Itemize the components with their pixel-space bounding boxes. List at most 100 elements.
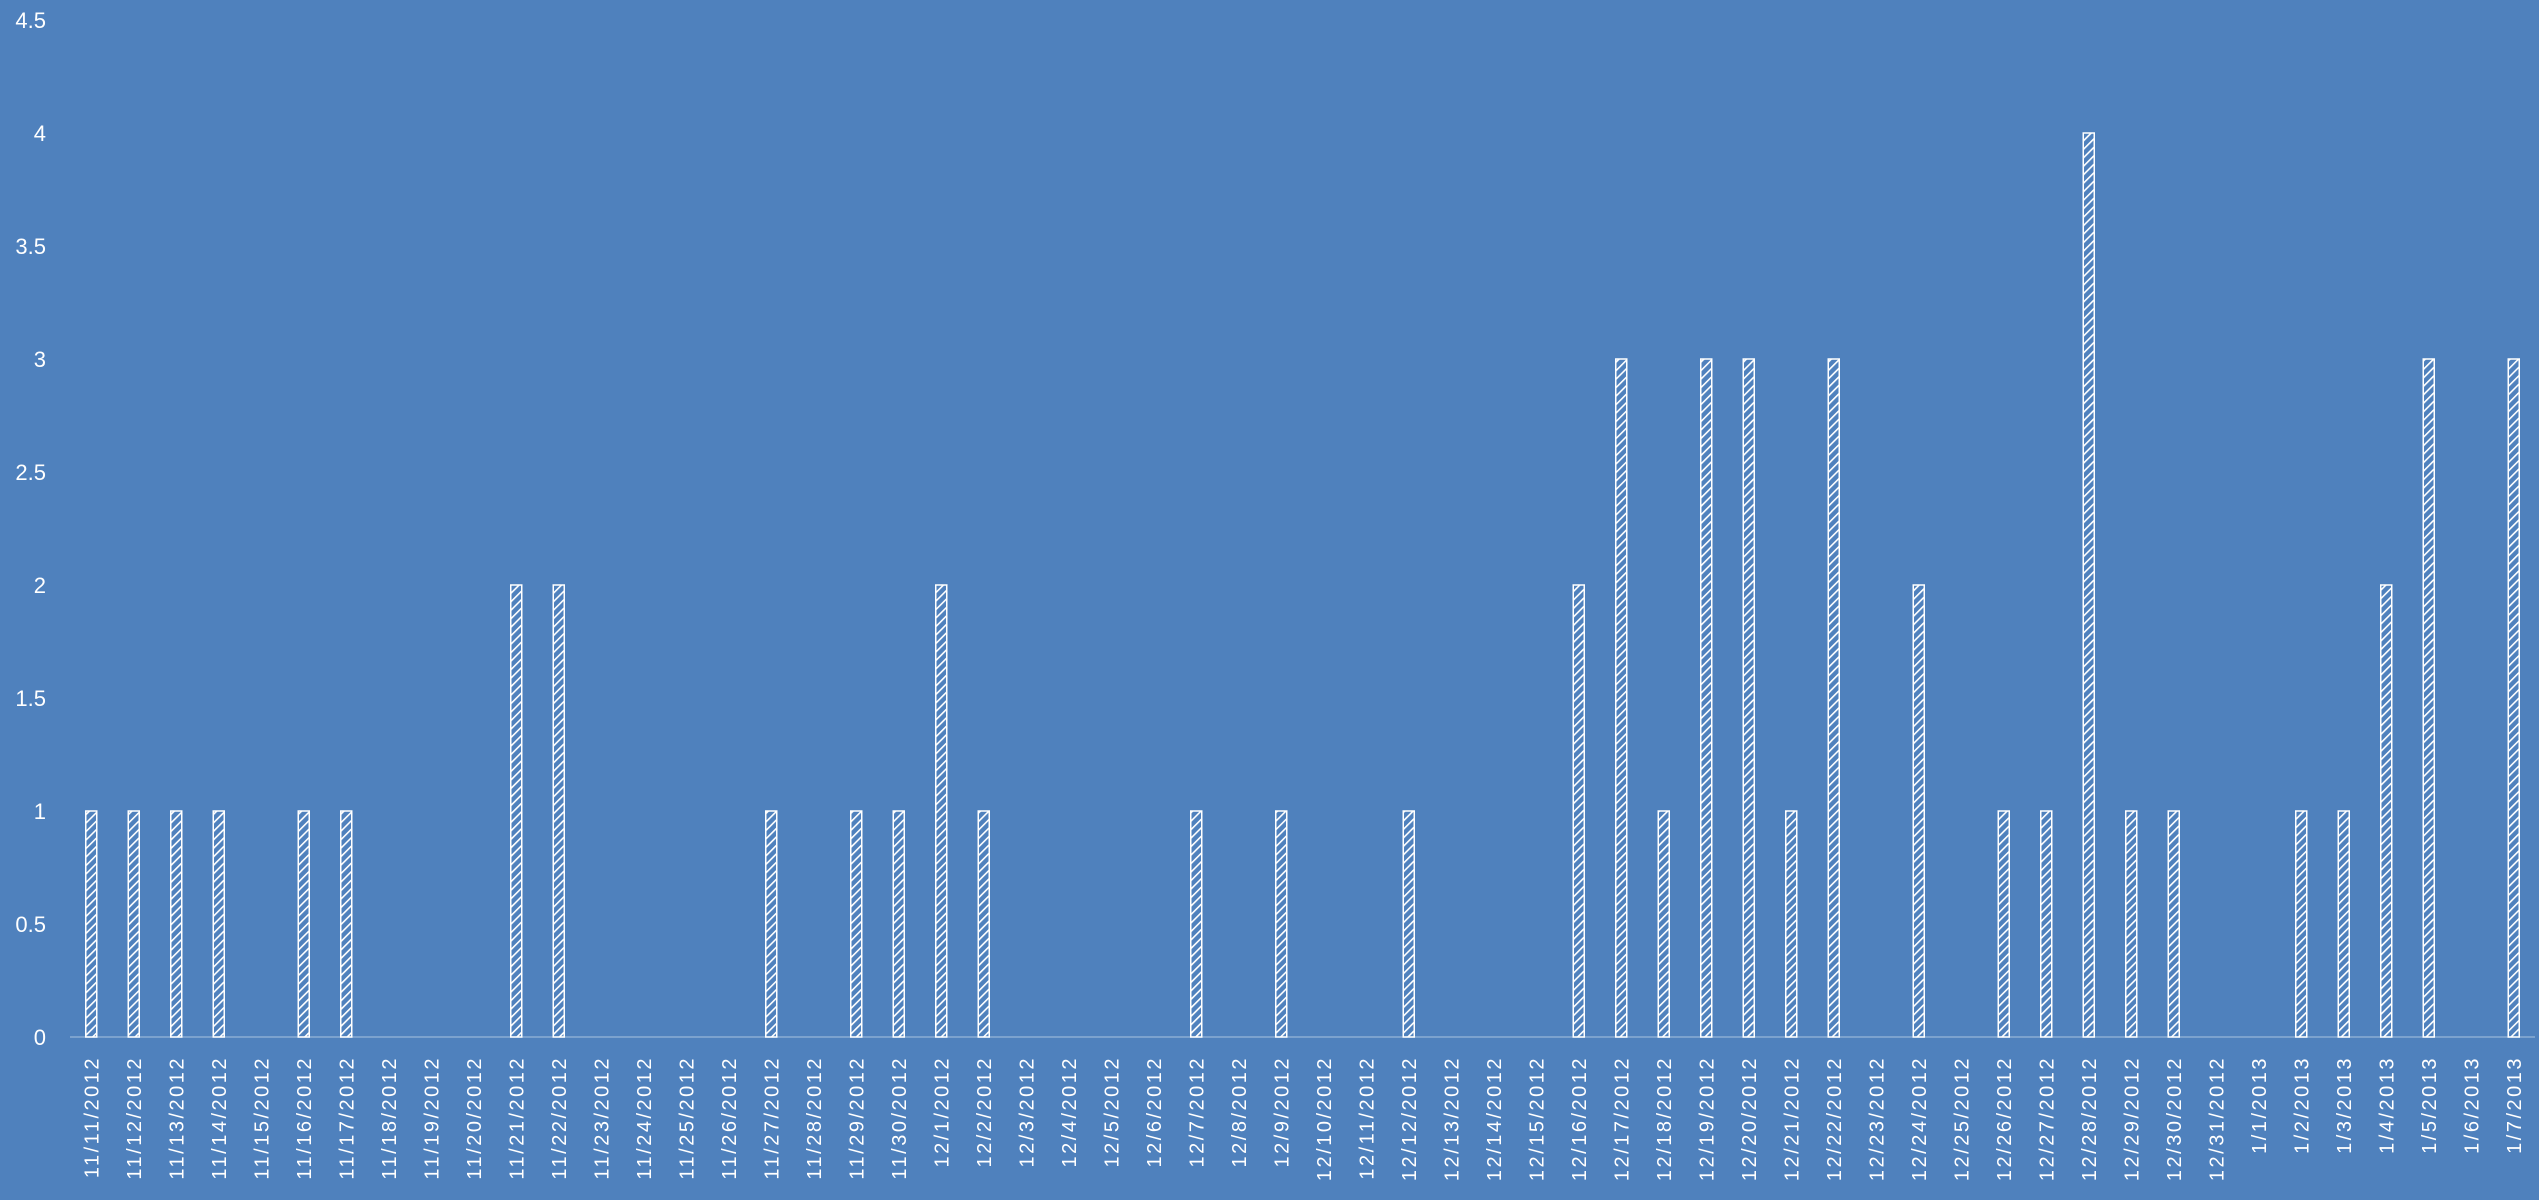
x-tick-label: 1/2/2013 [2291, 1056, 2313, 1154]
x-tick-label: 11/23/2012 [591, 1056, 613, 1180]
x-tick-label: 12/27/2012 [2036, 1056, 2058, 1181]
bar [765, 810, 778, 1038]
y-tick-label: 4.5 [15, 8, 46, 33]
bar [340, 810, 353, 1038]
x-tick-label: 12/22/2012 [1824, 1056, 1846, 1181]
bar [2082, 132, 2095, 1038]
bar [212, 810, 225, 1038]
bar [85, 810, 98, 1038]
x-tick-label: 11/29/2012 [846, 1056, 868, 1180]
bar [1827, 358, 1840, 1038]
x-tick-label: 11/15/2012 [251, 1056, 273, 1180]
x-tick-label: 12/29/2012 [2121, 1056, 2143, 1181]
y-tick-label: 3.5 [15, 234, 46, 259]
bar [1190, 810, 1203, 1038]
bar [977, 810, 990, 1038]
x-tick-label: 11/27/2012 [761, 1056, 783, 1180]
bar [935, 584, 948, 1038]
x-tick-label: 11/21/2012 [506, 1056, 528, 1180]
bar [2295, 810, 2308, 1038]
bar [2422, 358, 2435, 1038]
x-tick-label: 11/22/2012 [549, 1056, 571, 1180]
bar [1997, 810, 2010, 1038]
bar-series [85, 132, 2520, 1038]
bar [1402, 810, 1415, 1038]
bar [1615, 358, 1628, 1038]
x-tick-label: 11/30/2012 [889, 1056, 911, 1180]
x-tick-label: 11/12/2012 [124, 1056, 146, 1180]
x-tick-label: 12/26/2012 [1994, 1056, 2016, 1181]
x-tick-label: 12/23/2012 [1866, 1056, 1888, 1181]
x-tick-label: 11/14/2012 [209, 1056, 231, 1180]
y-tick-label: 3 [34, 347, 46, 372]
x-tick-label: 11/11/2012 [81, 1056, 103, 1178]
bar [892, 810, 905, 1038]
y-tick-label: 2 [34, 573, 46, 598]
bar [1785, 810, 1798, 1038]
x-tick-label: 12/15/2012 [1526, 1056, 1548, 1181]
x-tick-label: 1/7/2013 [2504, 1056, 2526, 1154]
x-tick-label: 1/3/2013 [2334, 1056, 2356, 1154]
bar [510, 584, 523, 1038]
x-tick-label: 11/24/2012 [634, 1056, 656, 1180]
x-tick-label: 12/7/2012 [1186, 1056, 1208, 1167]
x-tick-label: 12/16/2012 [1569, 1056, 1591, 1181]
bar [297, 810, 310, 1038]
y-tick-label: 0.5 [15, 912, 46, 937]
x-tick-label: 1/5/2013 [2419, 1056, 2441, 1154]
bar [552, 584, 565, 1038]
x-tick-label: 11/26/2012 [719, 1056, 741, 1180]
bar [127, 810, 140, 1038]
x-tick-label: 11/16/2012 [294, 1056, 316, 1180]
y-tick-label: 2.5 [15, 460, 46, 485]
x-tick-label: 11/20/2012 [464, 1056, 486, 1180]
x-tick-label: 12/9/2012 [1271, 1056, 1293, 1167]
x-tick-label: 12/21/2012 [1781, 1056, 1803, 1181]
y-tick-label: 1 [34, 799, 46, 824]
bar [850, 810, 863, 1038]
x-tick-label: 12/25/2012 [1951, 1056, 1973, 1181]
x-tick-label: 12/20/2012 [1739, 1056, 1761, 1181]
bar [1572, 584, 1585, 1038]
bar [1275, 810, 1288, 1038]
bar [1912, 584, 1925, 1038]
x-tick-label: 12/13/2012 [1441, 1056, 1463, 1181]
bar [170, 810, 183, 1038]
x-tick-label: 11/19/2012 [421, 1056, 443, 1180]
x-tick-label: 11/25/2012 [676, 1056, 698, 1180]
x-tick-label: 12/1/2012 [931, 1056, 953, 1167]
x-tick-label: 12/6/2012 [1144, 1056, 1166, 1167]
x-tick-label: 12/8/2012 [1229, 1056, 1251, 1167]
x-tick-label: 12/11/2012 [1356, 1056, 1378, 1180]
bar [1700, 358, 1713, 1038]
bar [2507, 358, 2520, 1038]
x-tick-label: 12/3/2012 [1016, 1056, 1038, 1167]
x-axis: 11/11/2012 11/12/2012 11/13/2012 11/14/2012… [81, 1056, 2526, 1181]
bar [2167, 810, 2180, 1038]
y-tick-label: 0 [34, 1025, 46, 1050]
x-tick-label: 12/14/2012 [1484, 1056, 1506, 1181]
x-tick-label: 1/1/2013 [2249, 1056, 2271, 1154]
bar [2125, 810, 2138, 1038]
bar [2337, 810, 2350, 1038]
x-tick-label: 11/28/2012 [804, 1056, 826, 1180]
x-tick-label: 12/10/2012 [1314, 1056, 1336, 1181]
x-tick-label: 12/12/2012 [1399, 1056, 1421, 1181]
bar [2380, 584, 2393, 1038]
x-tick-label: 1/4/2013 [2376, 1056, 2398, 1154]
y-tick-label: 4 [34, 121, 46, 146]
x-tick-label: 12/19/2012 [1696, 1056, 1718, 1181]
x-tick-label: 11/18/2012 [379, 1056, 401, 1180]
x-tick-label: 12/28/2012 [2079, 1056, 2101, 1181]
y-tick-label: 1.5 [15, 686, 46, 711]
x-tick-label: 12/2/2012 [974, 1056, 996, 1167]
x-tick-label: 11/13/2012 [166, 1056, 188, 1180]
bar [2040, 810, 2053, 1038]
x-tick-label: 1/6/2013 [2461, 1056, 2483, 1154]
x-tick-label: 12/30/2012 [2164, 1056, 2186, 1181]
x-tick-label: 12/17/2012 [1611, 1056, 1633, 1181]
y-axis: 0 0.5 1 1.5 2 2.5 3 3.5 4 4.5 [15, 8, 46, 1050]
x-tick-label: 12/5/2012 [1101, 1056, 1123, 1167]
x-tick-label: 12/31/2012 [2206, 1056, 2228, 1181]
